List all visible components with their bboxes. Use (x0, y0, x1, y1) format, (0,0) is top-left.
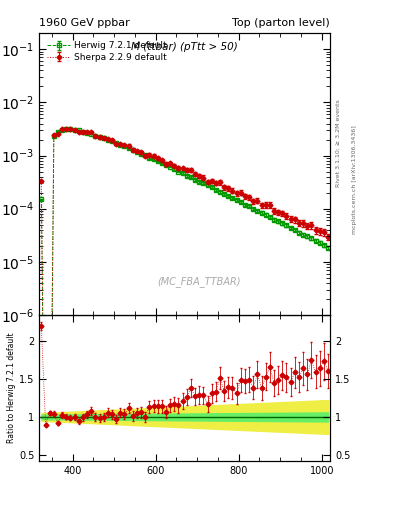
Legend: Herwig 7.2.1 default, Sherpa 2.2.9 default: Herwig 7.2.1 default, Sherpa 2.2.9 defau… (44, 38, 170, 66)
Text: (MC_FBA_TTBAR): (MC_FBA_TTBAR) (158, 275, 241, 287)
Text: 1960 GeV ppbar: 1960 GeV ppbar (39, 18, 130, 28)
Text: M (ttbar) (pTtt > 50): M (ttbar) (pTtt > 50) (131, 42, 238, 52)
Text: Rivet 3.1.10; ≥ 3.2M events: Rivet 3.1.10; ≥ 3.2M events (336, 99, 341, 187)
Text: mcplots.cern.ch [arXiv:1306.3436]: mcplots.cern.ch [arXiv:1306.3436] (352, 125, 357, 233)
Y-axis label: Ratio to Herwig 7.2.1 default: Ratio to Herwig 7.2.1 default (7, 332, 16, 443)
Text: Top (parton level): Top (parton level) (232, 18, 330, 28)
